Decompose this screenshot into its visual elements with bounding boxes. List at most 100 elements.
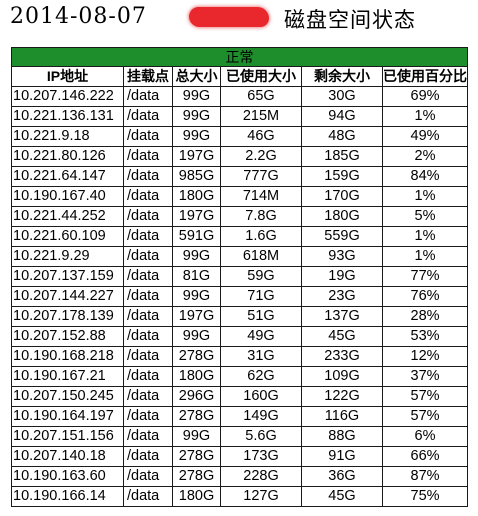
cell-total: 99G <box>172 106 221 127</box>
cell-free: 36G <box>301 466 383 487</box>
cell-used: 51G <box>220 306 302 327</box>
cell-used-percent: 75% <box>381 486 469 507</box>
header-used-percent: 已使用百分比 <box>381 66 469 87</box>
table-row: 10.207.151.156/data 99G 5.6G 88G 6% <box>11 426 469 447</box>
table-row: 10.207.152.88/data 99G 49G 45G 53% <box>11 326 469 347</box>
cell-ip: 10.221.80.126 <box>11 146 124 167</box>
cell-free: 23G <box>301 286 383 307</box>
cell-total: 99G <box>172 86 221 107</box>
cell-used: 173G <box>220 446 302 467</box>
cell-ip: 10.207.140.18 <box>11 446 124 467</box>
cell-mount: /data <box>123 86 173 107</box>
cell-mount: /data <box>123 266 173 287</box>
cell-free: 88G <box>301 426 383 447</box>
cell-used-percent: 28% <box>381 306 469 327</box>
cell-ip: 10.207.144.227 <box>11 286 124 307</box>
cell-ip: 10.207.152.88 <box>11 326 124 347</box>
cell-mount: /data <box>123 146 173 167</box>
cell-used: 160G <box>220 386 302 407</box>
cell-mount: /data <box>123 486 173 507</box>
cell-used-percent: 1% <box>381 106 469 127</box>
cell-used-percent: 2% <box>381 146 469 167</box>
cell-used-percent: 57% <box>381 386 469 407</box>
cell-free: 122G <box>301 386 383 407</box>
cell-ip: 10.190.167.21 <box>11 366 124 387</box>
cell-used-percent: 77% <box>381 266 469 287</box>
status-label: 正常 <box>10 47 469 67</box>
cell-mount: /data <box>123 226 173 247</box>
cell-mount: /data <box>123 466 173 487</box>
table-row: 10.190.167.40/data 180G 714M 170G 1% <box>11 186 469 207</box>
table-row: 10.207.178.139/data 197G 51G 137G 28% <box>11 306 469 327</box>
cell-total: 197G <box>172 306 221 327</box>
cell-ip: 10.190.166.14 <box>11 486 124 507</box>
cell-total: 197G <box>172 206 221 227</box>
cell-total: 180G <box>172 486 221 507</box>
cell-free: 170G <box>301 186 383 207</box>
cell-used: 1.6G <box>220 226 302 247</box>
cell-used: 149G <box>220 406 302 427</box>
table-row: 10.221.60.109/data 591G 1.6G 559G 1% <box>11 226 469 247</box>
report-date: 2014-08-07 <box>10 4 147 29</box>
cell-free: 48G <box>301 126 383 147</box>
cell-total: 985G <box>172 166 221 187</box>
cell-used: 65G <box>220 86 302 107</box>
table-row: 10.221.64.147/data 985G 777G 159G 84% <box>11 166 469 187</box>
cell-total: 99G <box>172 126 221 147</box>
cell-used: 228G <box>220 466 302 487</box>
cell-ip: 10.207.150.245 <box>11 386 124 407</box>
cell-ip: 10.207.178.139 <box>11 306 124 327</box>
cell-used-percent: 69% <box>381 86 469 107</box>
cell-used: 215M <box>220 106 302 127</box>
cell-used-percent: 5% <box>381 206 469 227</box>
cell-total: 278G <box>172 466 221 487</box>
disk-status-table: 正常 IP地址 挂载点 总大小 已使用大小 剩余大小 已使用百分比 10.207… <box>10 47 469 507</box>
report-caption: 磁盘空间状态 <box>284 8 416 32</box>
cell-used: 49G <box>220 326 302 347</box>
cell-mount: /data <box>123 306 173 327</box>
header-row: IP地址 挂载点 总大小 已使用大小 剩余大小 已使用百分比 <box>11 66 469 87</box>
cell-mount: /data <box>123 286 173 307</box>
table-row: 10.207.140.18/data 278G 173G 91G 66% <box>11 446 469 467</box>
cell-free: 19G <box>301 266 383 287</box>
cell-mount: /data <box>123 446 173 467</box>
cell-mount: /data <box>123 246 173 267</box>
cell-ip: 10.190.167.40 <box>11 186 124 207</box>
cell-used-percent: 1% <box>381 186 469 207</box>
cell-ip: 10.221.44.252 <box>11 206 124 227</box>
header-free: 剩余大小 <box>301 66 383 87</box>
cell-free: 93G <box>301 246 383 267</box>
cell-used-percent: 66% <box>381 446 469 467</box>
cell-used-percent: 87% <box>381 466 469 487</box>
cell-used: 2.2G <box>220 146 302 167</box>
table-row: 10.207.146.222/data 99G 65G 30G 69% <box>11 86 469 107</box>
cell-ip: 10.221.64.147 <box>11 166 124 187</box>
cell-free: 94G <box>301 106 383 127</box>
table-row: 10.221.80.126/data 197G 2.2G 185G 2% <box>11 146 469 167</box>
cell-total: 296G <box>172 386 221 407</box>
table-row: 10.190.163.60/data 278G 228G 36G 87% <box>11 466 469 487</box>
cell-ip: 10.190.163.60 <box>11 466 124 487</box>
cell-used: 62G <box>220 366 302 387</box>
cell-used-percent: 49% <box>381 126 469 147</box>
cell-used: 7.8G <box>220 206 302 227</box>
cell-ip: 10.207.151.156 <box>11 426 124 447</box>
cell-total: 99G <box>172 246 221 267</box>
cell-used: 714M <box>220 186 302 207</box>
cell-total: 81G <box>172 266 221 287</box>
cell-free: 185G <box>301 146 383 167</box>
table-row: 10.190.168.218/data 278G 31G 233G 12% <box>11 346 469 367</box>
cell-ip: 10.207.137.159 <box>11 266 124 287</box>
cell-total: 278G <box>172 406 221 427</box>
cell-total: 99G <box>172 426 221 447</box>
cell-free: 91G <box>301 446 383 467</box>
cell-used-percent: 76% <box>381 286 469 307</box>
cell-used-percent: 53% <box>381 326 469 347</box>
table-row: 10.207.144.227/data 99G 71G 23G 76% <box>11 286 469 307</box>
cell-ip: 10.221.60.109 <box>11 226 124 247</box>
cell-total: 180G <box>172 186 221 207</box>
cell-used: 777G <box>220 166 302 187</box>
status-row: 正常 <box>10 47 469 67</box>
table-row: 10.221.44.252/data 197G 7.8G 180G 5% <box>11 206 469 227</box>
cell-total: 180G <box>172 366 221 387</box>
